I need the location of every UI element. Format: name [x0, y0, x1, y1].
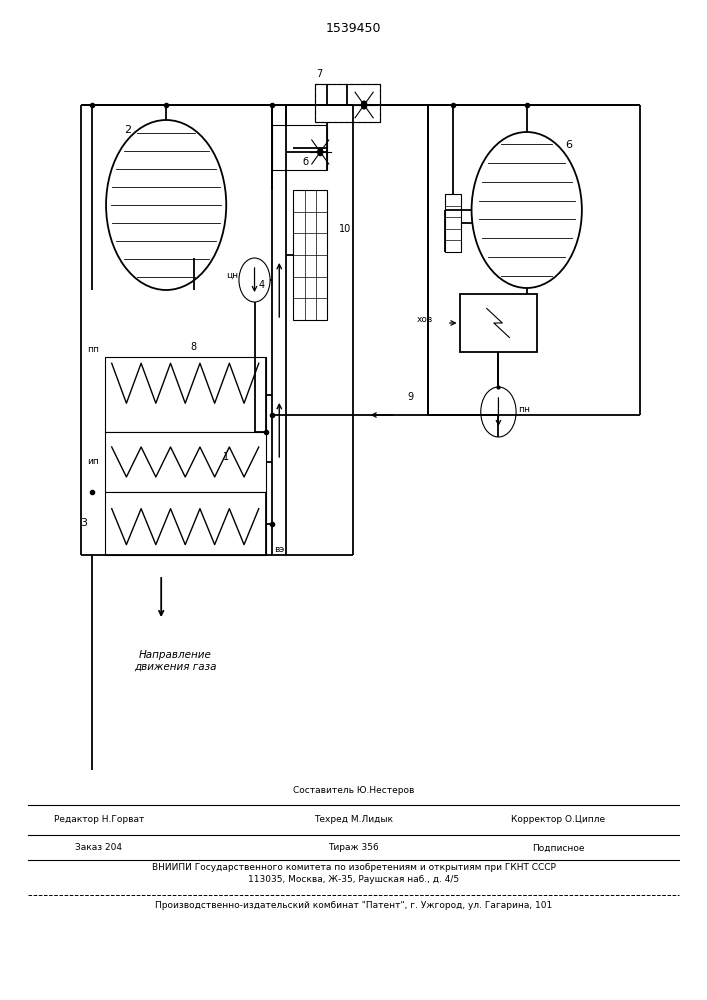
Text: 2: 2 — [124, 125, 131, 135]
Text: 1539450: 1539450 — [326, 21, 381, 34]
Text: пп: пп — [87, 345, 99, 354]
Text: 10: 10 — [339, 224, 351, 234]
Bar — [105, 357, 266, 432]
Circle shape — [239, 258, 270, 302]
Text: Техред М.Лидык: Техред М.Лидык — [314, 816, 393, 824]
Bar — [445, 194, 461, 252]
Bar — [315, 84, 380, 122]
Text: Заказ 204: Заказ 204 — [76, 843, 122, 852]
Circle shape — [361, 101, 367, 109]
Text: 113035, Москва, Ж-35, Раушская наб., д. 4/5: 113035, Москва, Ж-35, Раушская наб., д. … — [248, 876, 459, 884]
Text: Производственно-издательский комбинат "Патент", г. Ужгород, ул. Гагарина, 101: Производственно-издательский комбинат "П… — [155, 900, 552, 910]
Text: Направление
движения газа: Направление движения газа — [134, 650, 216, 672]
Text: Составитель Ю.Нестеров: Составитель Ю.Нестеров — [293, 786, 414, 795]
Text: хов: хов — [416, 316, 433, 324]
Bar — [315, 84, 380, 122]
Bar — [272, 125, 327, 170]
Text: Корректор О.Ципле: Корректор О.Ципле — [511, 816, 606, 824]
Bar — [105, 492, 266, 555]
Text: ВНИИПИ Государственного комитета по изобретениям и открытиям при ГКНТ СССР: ВНИИПИ Государственного комитета по изоб… — [151, 863, 556, 872]
Text: вэ: вэ — [274, 546, 284, 554]
Text: 3: 3 — [80, 518, 87, 528]
Text: 7: 7 — [316, 69, 322, 79]
Text: Тираж 356: Тираж 356 — [328, 843, 379, 852]
Text: Редактор Н.Горват: Редактор Н.Горват — [54, 816, 144, 824]
Text: Подписное: Подписное — [532, 843, 585, 852]
Bar — [460, 294, 537, 352]
Text: б: б — [303, 157, 308, 167]
Bar — [293, 190, 327, 320]
Text: 8: 8 — [190, 342, 197, 352]
Text: 1: 1 — [223, 452, 228, 462]
Text: 4: 4 — [259, 280, 265, 290]
Circle shape — [317, 148, 323, 156]
Circle shape — [481, 387, 516, 437]
Bar — [105, 432, 266, 492]
Text: 6: 6 — [566, 140, 573, 150]
Circle shape — [106, 120, 226, 290]
Circle shape — [472, 132, 582, 288]
Text: ип: ип — [87, 458, 99, 466]
Text: 9: 9 — [407, 392, 413, 402]
Text: пн: пн — [518, 404, 530, 414]
Text: цн: цн — [226, 270, 238, 279]
